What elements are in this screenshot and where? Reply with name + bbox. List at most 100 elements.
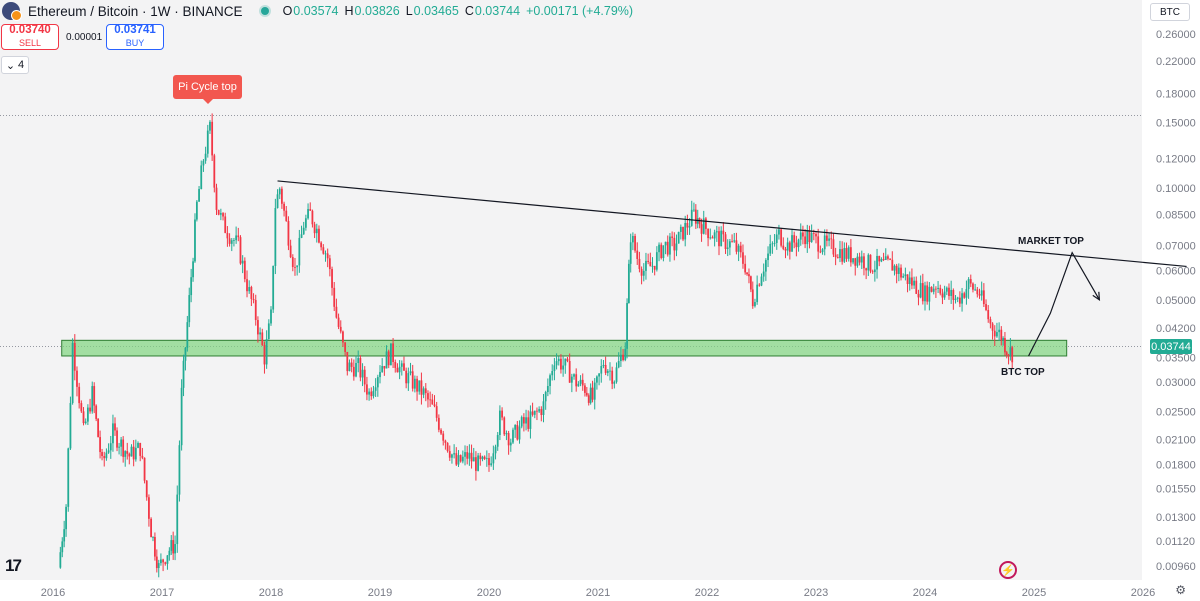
candle-body	[769, 243, 772, 254]
candle-body	[385, 351, 388, 369]
candle-body	[784, 248, 787, 251]
candle-body	[600, 366, 603, 374]
candle-body	[629, 242, 632, 264]
candle-body	[109, 443, 112, 451]
support-zone[interactable]	[61, 339, 1068, 357]
buy-button[interactable]: 0.03741 BUY	[106, 24, 164, 50]
candle-body	[836, 257, 839, 258]
tradingview-logo-icon: 17	[5, 556, 22, 575]
flash-icon[interactable]: ⚡	[999, 561, 1017, 579]
candle-body	[815, 233, 817, 237]
candle-body	[991, 323, 994, 331]
candle-body	[132, 446, 135, 460]
currency-button[interactable]: BTC	[1150, 3, 1190, 21]
candle-body	[707, 228, 709, 239]
candle-body	[342, 331, 344, 343]
candle-body	[188, 295, 191, 323]
candle-body	[748, 274, 750, 277]
candle-body	[162, 559, 164, 563]
candle-body	[780, 229, 783, 246]
gear-icon[interactable]: ⚙	[1175, 583, 1186, 597]
candle-body	[357, 358, 360, 363]
candle-body	[209, 121, 211, 131]
candle-body	[669, 236, 671, 255]
candle-body	[961, 293, 963, 304]
candle-body	[105, 452, 108, 459]
candle-body	[839, 249, 841, 258]
candle-body	[344, 342, 347, 352]
time-axis[interactable]	[0, 580, 1142, 601]
y-tick-label: 0.18000	[1156, 88, 1196, 100]
indicators-toggle[interactable]: ⌄ 4	[1, 56, 29, 74]
candle-body	[945, 287, 948, 292]
candle-body	[821, 249, 824, 253]
candle-body	[773, 242, 776, 244]
candle-body	[880, 259, 883, 262]
candle-body	[775, 234, 778, 243]
candle-body	[865, 268, 868, 271]
candle-body	[522, 417, 525, 424]
candle-body	[619, 354, 622, 362]
candle-body	[998, 329, 1001, 333]
candle-body	[560, 358, 562, 370]
sell-button[interactable]: 0.03740 SELL	[1, 24, 59, 50]
candle-body	[540, 409, 543, 415]
candle-body	[593, 382, 596, 400]
candle-body	[1005, 352, 1008, 356]
candle-body	[180, 387, 183, 446]
candle-body	[270, 309, 272, 324]
candle-body	[257, 320, 259, 335]
price-axis[interactable]	[1142, 0, 1200, 601]
candle-body	[505, 433, 508, 435]
candle-body	[943, 291, 946, 298]
candle-body	[405, 370, 408, 384]
candle-body	[202, 160, 205, 166]
candle-body	[937, 287, 939, 289]
candle-body	[930, 286, 933, 292]
x-tick-label: 2019	[368, 587, 392, 599]
candle-body	[368, 391, 370, 395]
candle-body	[688, 225, 691, 228]
candle-body	[392, 343, 394, 362]
candle-body	[91, 386, 94, 412]
candle-body	[93, 386, 96, 406]
candle-body	[190, 277, 193, 296]
candle-body	[546, 386, 549, 393]
candle-body	[841, 249, 844, 262]
candle-body	[1004, 338, 1006, 353]
candle-body	[182, 360, 185, 388]
projection-path[interactable]	[1028, 251, 1100, 357]
candle-body	[799, 232, 802, 240]
candle-body	[722, 230, 725, 235]
candle-body	[331, 269, 333, 288]
candle-body	[228, 238, 231, 244]
candle-body	[429, 399, 432, 401]
candle-body	[278, 188, 281, 195]
candle-body	[339, 326, 342, 332]
candle-body	[265, 339, 268, 365]
candle-body	[871, 271, 874, 273]
candle-body	[557, 358, 560, 362]
candle-body	[1000, 329, 1003, 341]
y-tick-label: 0.26000	[1156, 29, 1196, 41]
candle-body	[555, 361, 558, 366]
candle-body	[103, 456, 106, 459]
candle-body	[420, 380, 423, 395]
candle-body	[437, 417, 440, 430]
y-tick-label: 0.07000	[1156, 241, 1196, 253]
candle-body	[587, 395, 590, 403]
y-tick-label: 0.05000	[1156, 295, 1196, 307]
candle-body	[913, 280, 915, 286]
candle-body	[860, 256, 863, 263]
candle-body	[499, 410, 501, 436]
symbol-title[interactable]: Ethereum / Bitcoin · 1W · BINANCE	[28, 3, 243, 19]
candle-body	[802, 232, 804, 237]
candle-body	[170, 540, 173, 551]
candle-body	[59, 552, 62, 568]
btc-top-label: BTC TOP	[1001, 367, 1045, 378]
candle-body	[101, 452, 103, 457]
candle-body	[276, 194, 279, 209]
candle-body	[893, 265, 896, 271]
trendline[interactable]	[277, 180, 1187, 268]
